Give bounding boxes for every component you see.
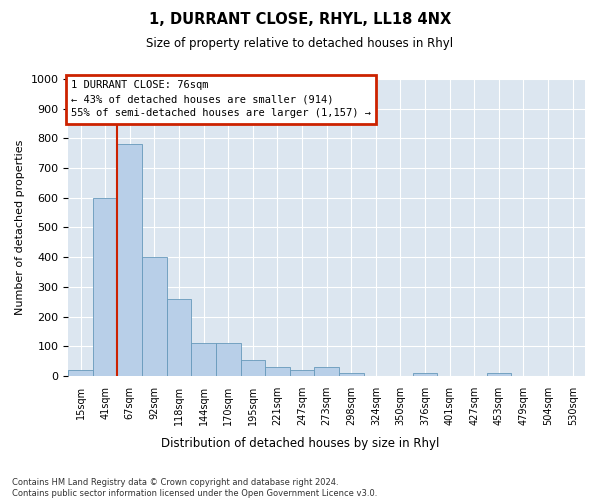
Bar: [93, 198, 118, 376]
Bar: [167, 298, 191, 376]
Bar: [314, 367, 339, 376]
Bar: [265, 367, 290, 376]
Bar: [413, 373, 437, 376]
Bar: [118, 144, 142, 376]
Bar: [68, 370, 93, 376]
Bar: [487, 373, 511, 376]
Bar: [191, 343, 216, 376]
Bar: [290, 370, 314, 376]
Text: Size of property relative to detached houses in Rhyl: Size of property relative to detached ho…: [146, 38, 454, 51]
Bar: [142, 257, 167, 376]
Text: 1 DURRANT CLOSE: 76sqm
← 43% of detached houses are smaller (914)
55% of semi-de: 1 DURRANT CLOSE: 76sqm ← 43% of detached…: [71, 80, 371, 118]
Bar: [339, 373, 364, 376]
Bar: [241, 360, 265, 376]
Text: Contains HM Land Registry data © Crown copyright and database right 2024.
Contai: Contains HM Land Registry data © Crown c…: [12, 478, 377, 498]
Bar: [216, 343, 241, 376]
Text: 1, DURRANT CLOSE, RHYL, LL18 4NX: 1, DURRANT CLOSE, RHYL, LL18 4NX: [149, 12, 451, 28]
Y-axis label: Number of detached properties: Number of detached properties: [15, 140, 25, 315]
Text: Distribution of detached houses by size in Rhyl: Distribution of detached houses by size …: [161, 438, 439, 450]
